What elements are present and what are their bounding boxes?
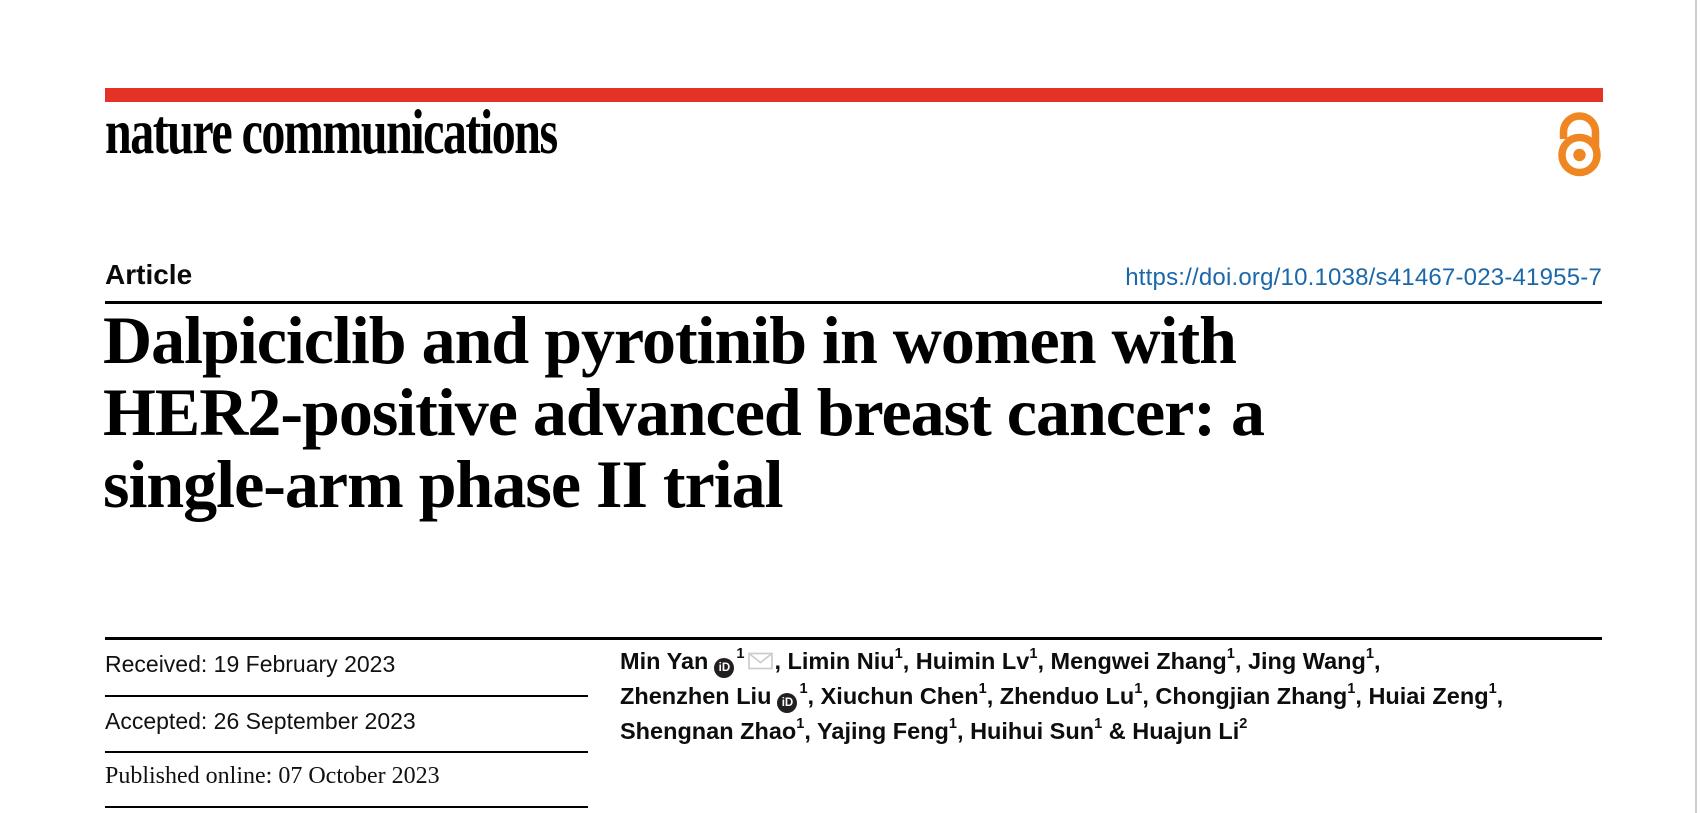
orcid-icon[interactable]: iD bbox=[714, 658, 735, 678]
title-line-3: single-arm phase II trial bbox=[103, 446, 784, 522]
affiliation-superscript: 1 bbox=[1488, 681, 1497, 697]
affiliation-superscript: 2 bbox=[1239, 716, 1248, 732]
open-access-icon bbox=[1558, 112, 1601, 177]
email-icon[interactable] bbox=[748, 652, 774, 670]
author-name: Yajing Feng bbox=[817, 718, 949, 744]
affiliation-superscript: 1 bbox=[796, 716, 805, 732]
article-type-label: Article bbox=[105, 259, 193, 290]
affiliation-superscript: 1 bbox=[1094, 716, 1103, 732]
author-name: Huimin Lv bbox=[915, 648, 1030, 674]
author-name: Zhenduo Lu bbox=[999, 683, 1135, 709]
affiliation-superscript: 1 bbox=[948, 716, 957, 732]
title-line-2: HER2-positive advanced breast cancer: a bbox=[103, 374, 1265, 450]
received-date: Received: 19 February 2023 bbox=[105, 651, 396, 677]
affiliation-superscript: 1 bbox=[1347, 681, 1356, 697]
journal-logo: nature communications bbox=[105, 96, 558, 167]
affiliation-superscript: 1 bbox=[1226, 646, 1235, 662]
author-name: Huiai Zeng bbox=[1368, 683, 1489, 709]
author-name: Limin Niu bbox=[787, 648, 895, 674]
author-name: Jing Wang bbox=[1247, 648, 1366, 674]
author-name: Huihui Sun bbox=[970, 718, 1095, 744]
accepted-date: Accepted: 26 September 2023 bbox=[105, 708, 416, 734]
accepted-underline bbox=[105, 751, 588, 753]
doi-link[interactable]: https://doi.org/10.1038/s41467-023-41955… bbox=[1125, 264, 1602, 291]
brand-red-bar bbox=[105, 88, 1603, 102]
page-edge-line bbox=[1695, 0, 1697, 813]
article-title: Dalpiciclib and pyrotinib in women with … bbox=[103, 304, 1523, 520]
affiliation-superscript: 1 bbox=[1365, 646, 1374, 662]
author-name: Chongjian Zhang bbox=[1155, 683, 1348, 709]
affiliation-superscript: 1 bbox=[978, 681, 987, 697]
author-name: Xiuchun Chen bbox=[820, 683, 979, 709]
dates-top-rule bbox=[105, 637, 1602, 640]
affiliation-superscript: 1 bbox=[894, 646, 903, 662]
author-name: Zhenzhen Liu bbox=[620, 683, 772, 709]
author-name: Mengwei Zhang bbox=[1050, 648, 1227, 674]
author-name: Shengnan Zhao bbox=[620, 718, 797, 744]
orcid-icon[interactable]: iD bbox=[777, 693, 798, 713]
title-top-rule bbox=[105, 301, 1602, 304]
published-underline bbox=[105, 806, 588, 808]
published-date: Published online: 07 October 2023 bbox=[105, 763, 440, 789]
affiliation-superscript: 1 bbox=[1134, 681, 1143, 697]
received-underline bbox=[105, 695, 588, 697]
author-name: Huajun Li bbox=[1132, 718, 1240, 744]
affiliation-superscript: 1 bbox=[736, 646, 745, 662]
affiliation-superscript: 1 bbox=[1029, 646, 1038, 662]
author-name: Min Yan bbox=[620, 648, 709, 674]
affiliation-superscript: 1 bbox=[799, 681, 808, 697]
author-list: Min Yan iD1, Limin Niu1, Huimin Lv1, Meng… bbox=[620, 646, 1504, 744]
title-line-1: Dalpiciclib and pyrotinib in women with bbox=[103, 302, 1237, 378]
